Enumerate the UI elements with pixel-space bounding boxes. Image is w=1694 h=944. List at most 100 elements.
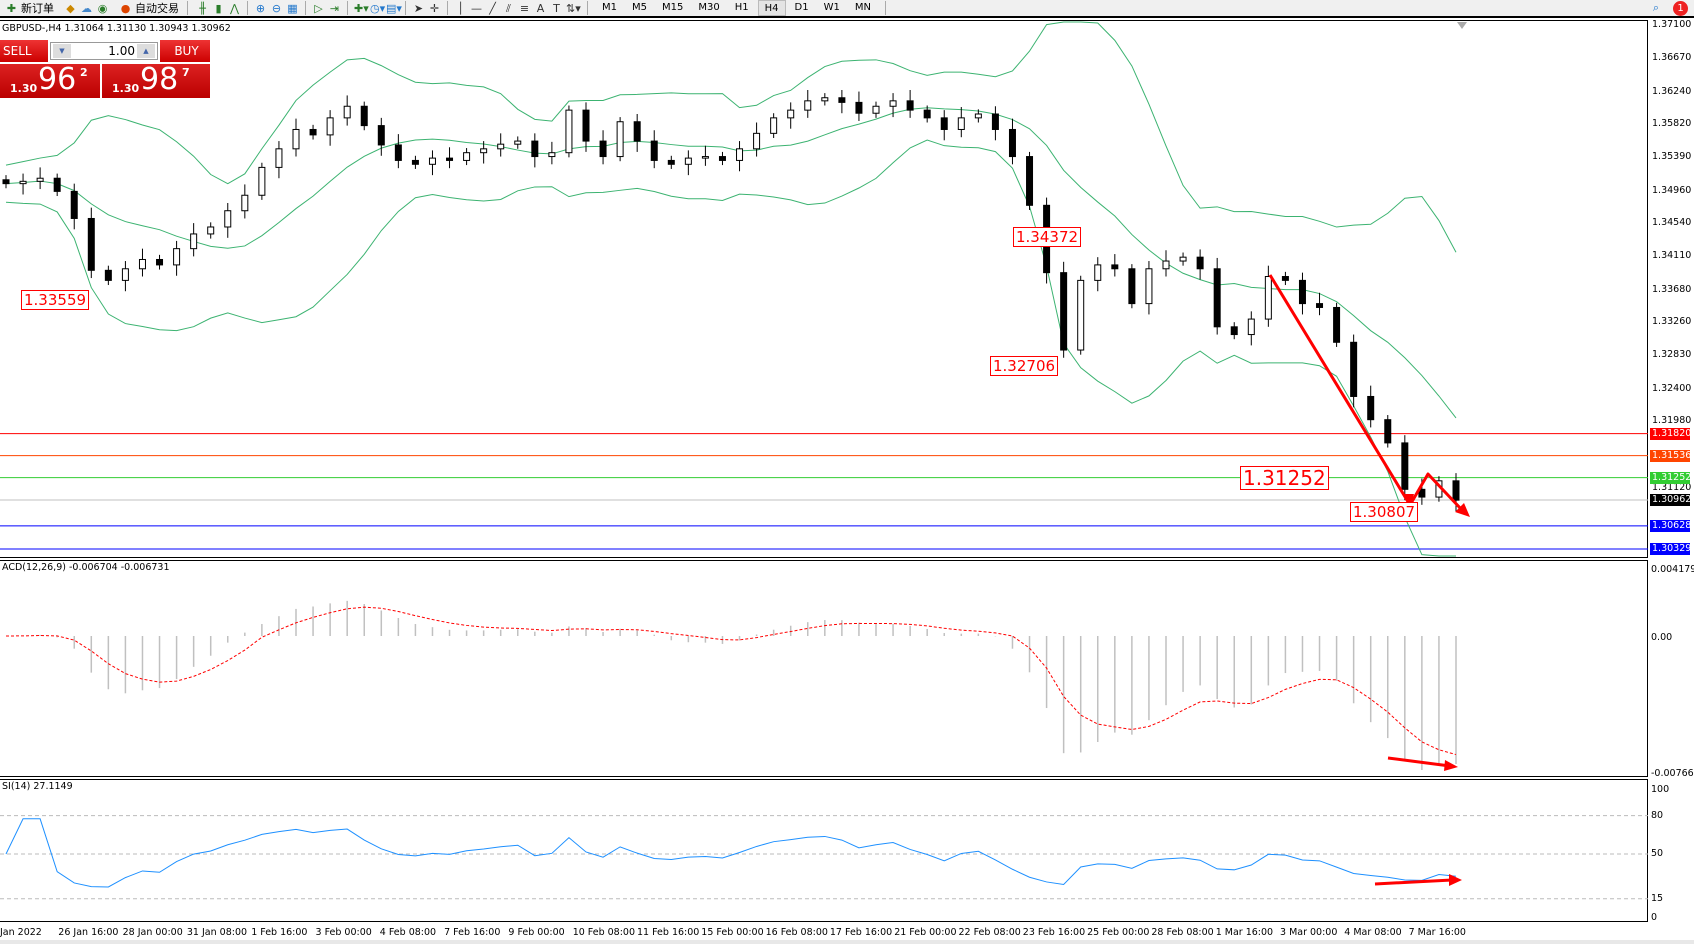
- toolbar: ✚ 新订单 ◆ ☁ ◉ ● 自动交易 ╫ ▮ ⋀ ⊕ ⊖ ▦ ▷ ⇥ ✚▾ ◷▾ ▤▾ ➤ ✛ │ — ╱ ⫽…: [0, 0, 1694, 18]
- macd-signal-line: [5, 606, 1457, 756]
- candle-body: [53, 177, 61, 192]
- candle-body: [309, 128, 317, 136]
- candle-body: [684, 157, 692, 165]
- macd-tick: -0.007666: [1651, 768, 1694, 779]
- macd-tick: 0.00: [1651, 632, 1673, 643]
- price-annotation: 1.32706: [990, 356, 1059, 376]
- arrows-icon[interactable]: ⇅▾: [566, 1, 581, 15]
- candle-body: [1213, 268, 1221, 328]
- auto-trading-icon: ●: [120, 1, 131, 15]
- time-label: 1 Feb 16:00: [251, 927, 308, 938]
- lot-increase-button[interactable]: ▲: [137, 44, 155, 58]
- periods-icon[interactable]: ◷▾: [370, 1, 386, 15]
- rsi-panel[interactable]: [0, 779, 1648, 922]
- cloud-icon[interactable]: ☁: [81, 1, 92, 15]
- sell-button[interactable]: SELL: [0, 40, 48, 62]
- timeframe-mn[interactable]: MN: [854, 2, 871, 13]
- price-annotation: 1.30807: [1350, 502, 1419, 522]
- new-order-button[interactable]: ✚ 新订单: [0, 0, 59, 16]
- lot-decrease-button[interactable]: ▼: [53, 44, 71, 58]
- search-icon[interactable]: ⌕: [1652, 1, 1659, 14]
- candle-body: [1077, 279, 1085, 351]
- crosshair-icon[interactable]: ✛: [429, 1, 440, 15]
- indicators-icon[interactable]: ✚▾: [354, 1, 369, 15]
- timeframe-m30[interactable]: M30: [698, 2, 720, 13]
- arrow-head: [1444, 760, 1458, 771]
- auto-trading-label: 自动交易: [135, 2, 179, 15]
- trend-arrow: [1268, 274, 1464, 512]
- timeframe-h4[interactable]: H4: [757, 0, 786, 16]
- lot-size-input[interactable]: ▼ 1.00 ▲: [50, 42, 158, 60]
- price-axis[interactable]: 1.37100 1.36670 1.36240 1.35820 1.35390 1.349…: [1648, 19, 1694, 560]
- timeframe-m15[interactable]: M15: [662, 2, 684, 13]
- trendline-icon[interactable]: ╱: [489, 1, 496, 15]
- time-label: 17 Feb 16:00: [829, 927, 893, 938]
- zoom-in-icon[interactable]: ⊕: [255, 1, 266, 15]
- chart-shift-marker: [1457, 22, 1467, 29]
- macd-panel[interactable]: [0, 560, 1648, 777]
- arrow-head: [1449, 874, 1462, 886]
- rsi-tick: 50: [1651, 848, 1664, 859]
- buy-button[interactable]: BUY: [160, 40, 210, 62]
- text-label-icon[interactable]: T: [553, 1, 560, 15]
- sell-price[interactable]: 1.30 96 2: [0, 62, 100, 98]
- price-level-tag: 1.30962: [1650, 494, 1692, 506]
- time-label: 4 Mar 08:00: [1344, 927, 1402, 938]
- candle-body: [957, 117, 965, 130]
- buy-price[interactable]: 1.30 98 7: [102, 62, 210, 98]
- candle-body: [804, 100, 812, 111]
- price-annotation: 1.31252: [1240, 466, 1329, 490]
- toolbar-icons-1: ◆ ☁ ◉: [59, 0, 114, 16]
- fibonacci-icon[interactable]: ≡: [519, 1, 530, 15]
- tile-windows-icon[interactable]: ▦: [287, 1, 298, 15]
- line-chart-icon[interactable]: ⋀: [229, 1, 240, 15]
- candle-body: [497, 143, 505, 150]
- candle-body: [207, 226, 215, 235]
- vertical-line-icon[interactable]: │: [457, 1, 464, 15]
- bollinger-middle: [5, 107, 1457, 419]
- time-label: 28 Jan 00:00: [122, 927, 183, 938]
- templates-icon[interactable]: ▤▾: [386, 1, 402, 15]
- candlestick-icon[interactable]: ▮: [215, 1, 222, 15]
- candle-body: [480, 148, 488, 154]
- timeframe-d1[interactable]: D1: [794, 2, 809, 13]
- timeframe-w1[interactable]: W1: [823, 2, 840, 13]
- candle-body: [548, 152, 556, 158]
- bar-chart-icon[interactable]: ╫: [199, 1, 206, 15]
- timeframe-m1[interactable]: M1: [602, 2, 617, 13]
- cursor-icon[interactable]: ➤: [413, 1, 424, 15]
- rsi-axis: 100 80 50 15 0: [1648, 779, 1694, 923]
- one-click-trading-panel: SELL ▼ 1.00 ▲ BUY 1.30 96 2 1.30 98 7: [0, 40, 210, 98]
- time-label: 15 Feb 00:00: [701, 927, 764, 938]
- chart-shift-icon[interactable]: ⇥: [329, 1, 340, 15]
- timeframe-h1[interactable]: H1: [734, 2, 749, 13]
- equidistant-channel-icon[interactable]: ⫽: [506, 1, 511, 15]
- price-tick: 1.36670: [1652, 52, 1692, 64]
- rsi-tick: 0: [1651, 912, 1658, 923]
- time-axis[interactable]: Jan 2022 26 Jan 16:00 28 Jan 00:00 31 Jan 0…: [0, 922, 1694, 944]
- candle-body: [599, 140, 607, 158]
- candle-body: [258, 166, 266, 196]
- horizontal-line-icon[interactable]: —: [471, 1, 482, 15]
- price-tick: 1.34110: [1652, 250, 1692, 262]
- zoom-out-icon[interactable]: ⊖: [271, 1, 282, 15]
- candle-body: [667, 159, 675, 165]
- text-icon[interactable]: A: [536, 1, 545, 15]
- signal-icon[interactable]: ◉: [97, 1, 108, 15]
- time-label: 1 Mar 16:00: [1215, 927, 1274, 938]
- sell-price-main: 96: [38, 62, 77, 97]
- candle-body: [394, 144, 402, 161]
- candle-body: [1350, 341, 1358, 397]
- timeframe-m5[interactable]: M5: [632, 2, 647, 13]
- price-annotation: 1.33559: [21, 290, 90, 310]
- price-tick: 1.31980: [1652, 415, 1692, 427]
- notification-badge[interactable]: 1: [1673, 0, 1688, 16]
- time-label: 31 Jan 08:00: [186, 927, 248, 938]
- auto-trading-button[interactable]: ● 自动交易: [114, 0, 184, 16]
- autoscroll-icon[interactable]: ▷: [314, 1, 323, 15]
- time-label: Jan 2022: [0, 927, 42, 938]
- market-watch-icon[interactable]: ◆: [66, 1, 75, 15]
- candle-body: [138, 258, 146, 270]
- time-label: 3 Mar 00:00: [1280, 927, 1338, 938]
- main-chart-panel[interactable]: [0, 20, 1648, 558]
